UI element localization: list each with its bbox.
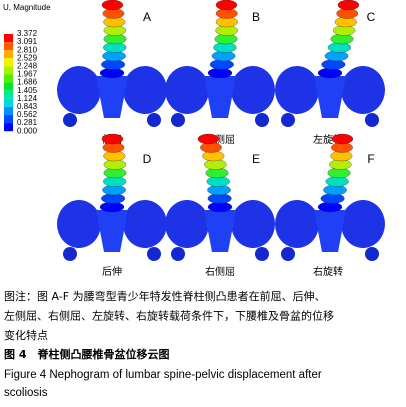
legend-label: 1.405 bbox=[17, 86, 38, 95]
legend-swatch bbox=[4, 34, 13, 43]
legend-label: 0.562 bbox=[17, 110, 38, 119]
iliac-wing bbox=[275, 66, 319, 114]
figure-title-en: scoliosis bbox=[4, 387, 48, 399]
sacrum bbox=[204, 210, 236, 252]
panel-letter: D bbox=[143, 152, 152, 166]
legend-title: U, Magnitude bbox=[3, 3, 51, 12]
panel-letter: B bbox=[252, 10, 260, 24]
sacrum bbox=[96, 210, 128, 252]
femoral-head bbox=[147, 113, 161, 127]
femoral-head bbox=[171, 113, 185, 127]
iliac-wing bbox=[231, 66, 275, 114]
caption-note: 左侧屈、右侧屈、左旋转、右旋转载荷条件下，下腰椎及骨盆的位移 bbox=[4, 309, 334, 323]
iliac-wing bbox=[123, 66, 167, 114]
legend-swatch bbox=[4, 42, 13, 51]
vertebra bbox=[321, 59, 346, 70]
legend-swatch bbox=[4, 50, 13, 59]
panel-label: 后伸 bbox=[102, 266, 122, 278]
figure-title-cn: 图 4 脊柱侧凸腰椎骨盆位移云图 bbox=[4, 347, 169, 361]
panel-letter: C bbox=[367, 10, 376, 24]
legend-label: 2.810 bbox=[17, 45, 38, 54]
iliac-wing bbox=[341, 200, 385, 248]
legend-swatch bbox=[4, 123, 13, 132]
sacrum bbox=[96, 76, 128, 118]
sacrum bbox=[204, 76, 236, 118]
iliac-wing bbox=[165, 200, 209, 248]
vertebra bbox=[337, 0, 360, 11]
femoral-head bbox=[255, 247, 269, 261]
iliac-wing bbox=[275, 200, 319, 248]
legend-label: 2.248 bbox=[17, 62, 38, 71]
legend-label: 0.281 bbox=[17, 118, 38, 127]
figure-title-en: Figure 4 Nephogram of lumbar spine-pelvi… bbox=[4, 369, 322, 381]
vertebra bbox=[324, 50, 349, 62]
legend-swatch bbox=[4, 66, 13, 75]
caption-note: 图注：图 A-F 为腰弯型青少年特发性脊柱侧凸患者在前屈、后伸、 bbox=[4, 289, 326, 303]
femoral-head bbox=[147, 247, 161, 261]
femoral-head bbox=[63, 247, 77, 261]
sacrum bbox=[314, 210, 346, 252]
legend-swatch bbox=[4, 82, 13, 91]
femoral-head bbox=[255, 113, 269, 127]
legend-label: 1.967 bbox=[17, 70, 38, 79]
legend-label: 1.686 bbox=[17, 78, 38, 87]
femoral-head bbox=[281, 247, 295, 261]
legend-swatch bbox=[4, 90, 13, 99]
legend-label: 2.529 bbox=[17, 53, 38, 62]
vertebra bbox=[101, 133, 124, 145]
panel-letter: E bbox=[252, 152, 260, 166]
panel-letter: F bbox=[367, 152, 374, 166]
femoral-head bbox=[171, 247, 185, 261]
legend-label: 1.124 bbox=[17, 94, 38, 103]
vertebra bbox=[101, 0, 124, 11]
legend-swatch bbox=[4, 98, 13, 107]
legend-label: 3.372 bbox=[17, 29, 38, 38]
panel-label: 右侧屈 bbox=[205, 265, 235, 278]
legend-label: 3.091 bbox=[17, 37, 38, 46]
iliac-wing bbox=[341, 66, 385, 114]
iliac-wing bbox=[165, 66, 209, 114]
iliac-wing bbox=[57, 66, 101, 114]
panel-label: 右旋转 bbox=[313, 265, 343, 278]
legend-label: 0.000 bbox=[17, 126, 38, 135]
femoral-head bbox=[63, 113, 77, 127]
femoral-head bbox=[365, 247, 379, 261]
vertebra bbox=[215, 0, 238, 11]
femoral-head bbox=[365, 113, 379, 127]
panel-letter: A bbox=[143, 10, 151, 24]
legend-label: 0.843 bbox=[17, 102, 38, 111]
iliac-wing bbox=[123, 200, 167, 248]
legend-swatch bbox=[4, 115, 13, 124]
legend-swatch bbox=[4, 58, 13, 67]
femoral-head bbox=[281, 113, 295, 127]
vertebra bbox=[331, 133, 354, 145]
legend-swatch bbox=[4, 106, 13, 115]
iliac-wing bbox=[57, 200, 101, 248]
sacrum bbox=[314, 76, 346, 118]
legend-swatch bbox=[4, 74, 13, 83]
vertebra bbox=[317, 67, 343, 79]
caption-note: 变化特点 bbox=[4, 328, 48, 342]
vertebra bbox=[197, 133, 220, 145]
iliac-wing bbox=[231, 200, 275, 248]
